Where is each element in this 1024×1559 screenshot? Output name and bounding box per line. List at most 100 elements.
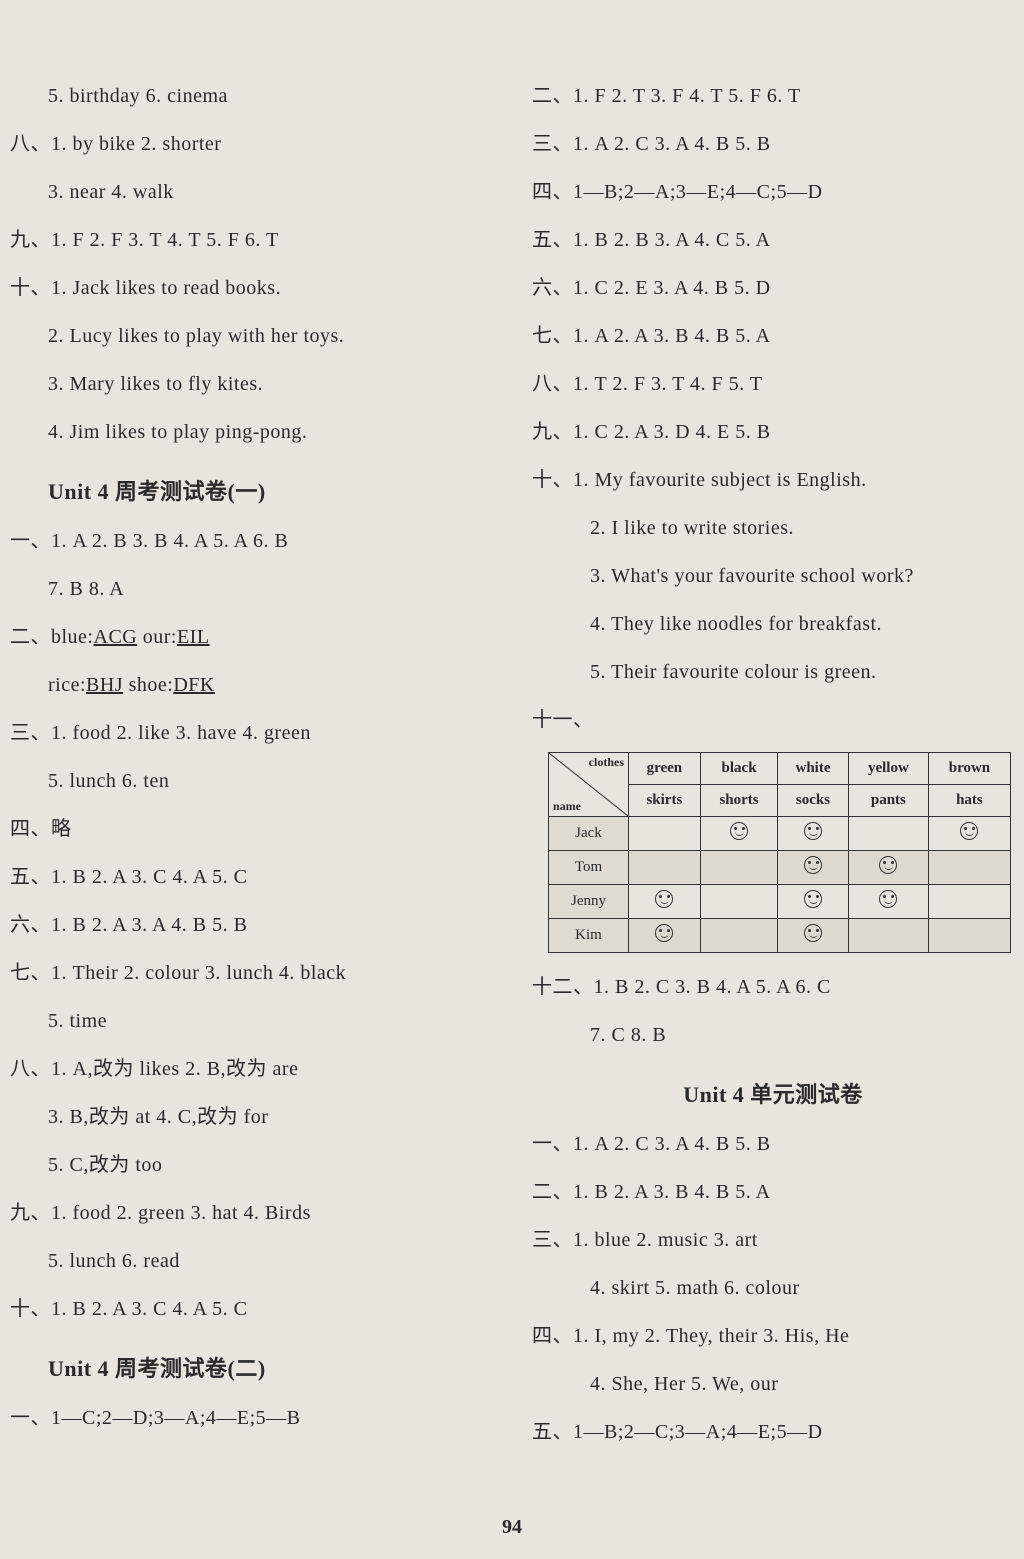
answer-line: 六、1. C 2. E 3. A 4. B 5. D xyxy=(532,272,1014,304)
section-title: Unit 4 周考测试卷(一) xyxy=(10,474,492,509)
table-row: Kim xyxy=(549,919,1011,953)
answer-line: 5. time xyxy=(10,1005,492,1037)
table-cell xyxy=(700,851,778,885)
table-row: Jenny xyxy=(549,885,1011,919)
answer-line: 5. birthday 6. cinema xyxy=(10,80,492,112)
answer-line: 八、1. A,改为 likes 2. B,改为 are xyxy=(10,1053,492,1085)
underlined-text: EIL xyxy=(177,626,210,648)
text: our: xyxy=(137,626,177,648)
table-cell xyxy=(848,851,929,885)
table-col-header: brown xyxy=(929,753,1011,785)
answer-line: 二、1. B 2. A 3. B 4. B 5. A xyxy=(532,1176,1014,1208)
answer-line: 4. skirt 5. math 6. colour xyxy=(532,1272,1014,1304)
answer-line: rice:BHJ shoe:DFK xyxy=(10,669,492,701)
table-cell xyxy=(700,919,778,953)
answer-line: 六、1. B 2. A 3. A 4. B 5. B xyxy=(10,909,492,941)
answer-line: 5. lunch 6. ten xyxy=(10,765,492,797)
smile-icon xyxy=(804,890,822,908)
page-number: 94 xyxy=(502,1516,522,1539)
table-cell xyxy=(929,817,1011,851)
answer-line: 七、1. Their 2. colour 3. lunch 4. black xyxy=(10,957,492,989)
text: shoe: xyxy=(123,674,173,696)
answer-line: 5. C,改为 too xyxy=(10,1149,492,1181)
answer-line: 十、1. Jack likes to read books. xyxy=(10,272,492,304)
table-col-header: socks xyxy=(778,785,848,817)
answer-line: 十、1. My favourite subject is English. xyxy=(532,464,1014,496)
table-cell xyxy=(629,919,701,953)
smile-icon xyxy=(960,822,978,840)
clothes-table: clothes name green black white yellow br… xyxy=(548,752,1011,953)
table-cell xyxy=(629,885,701,919)
table-cell xyxy=(700,817,778,851)
table-row-name: Jack xyxy=(549,817,629,851)
underlined-text: BHJ xyxy=(86,674,123,696)
answer-line: 一、1. A 2. C 3. A 4. B 5. B xyxy=(532,1128,1014,1160)
answer-line: 7. C 8. B xyxy=(532,1019,1014,1051)
smile-icon xyxy=(730,822,748,840)
smile-icon xyxy=(655,924,673,942)
underlined-text: DFK xyxy=(173,674,215,696)
table-cell xyxy=(929,851,1011,885)
table-col-header: skirts xyxy=(629,785,701,817)
table-col-header: white xyxy=(778,753,848,785)
answer-line: 3. Mary likes to fly kites. xyxy=(10,368,492,400)
table-col-header: yellow xyxy=(848,753,929,785)
table-row: Jack xyxy=(549,817,1011,851)
answer-line: 二、blue:ACG our:EIL xyxy=(10,621,492,653)
smile-icon xyxy=(879,856,897,874)
smile-icon xyxy=(804,856,822,874)
answer-line: 四、1—B;2—A;3—E;4—C;5—D xyxy=(532,176,1014,208)
answer-line: 四、1. I, my 2. They, their 3. His, He xyxy=(532,1320,1014,1352)
table-cell xyxy=(778,919,848,953)
table-cell xyxy=(629,851,701,885)
table-row-name: Kim xyxy=(549,919,629,953)
answer-line: 十、1. B 2. A 3. C 4. A 5. C xyxy=(10,1293,492,1325)
answer-line: 五、1. B 2. A 3. C 4. A 5. C xyxy=(10,861,492,893)
table-row-name: Tom xyxy=(549,851,629,885)
answer-line: 九、1. F 2. F 3. T 4. T 5. F 6. T xyxy=(10,224,492,256)
answer-line: 3. What's your favourite school work? xyxy=(532,560,1014,592)
table-header-row: clothes name green black white yellow br… xyxy=(549,753,1011,785)
answer-line: 5. lunch 6. read xyxy=(10,1245,492,1277)
table-cell xyxy=(629,817,701,851)
smile-icon xyxy=(655,890,673,908)
table-col-header: black xyxy=(700,753,778,785)
diag-top-label: clothes xyxy=(589,755,624,770)
table-cell xyxy=(778,851,848,885)
table-cell xyxy=(848,919,929,953)
smile-icon xyxy=(879,890,897,908)
answer-line: 4. They like noodles for breakfast. xyxy=(532,608,1014,640)
text: 二、blue: xyxy=(10,626,94,648)
table-cell xyxy=(929,919,1011,953)
diag-bottom-label: name xyxy=(553,799,581,814)
section-title: Unit 4 周考测试卷(二) xyxy=(10,1351,492,1386)
table-diag-header: clothes name xyxy=(549,753,629,817)
section-title: Unit 4 单元测试卷 xyxy=(532,1077,1014,1112)
answer-line: 5. Their favourite colour is green. xyxy=(532,656,1014,688)
smile-icon xyxy=(804,924,822,942)
answer-line: 十一、 xyxy=(532,704,1014,736)
underlined-text: ACG xyxy=(94,626,138,648)
table-row: Tom xyxy=(549,851,1011,885)
answer-line: 7. B 8. A xyxy=(10,573,492,605)
answer-line: 四、略 xyxy=(10,813,492,845)
table-col-header: pants xyxy=(848,785,929,817)
answer-line: 2. Lucy likes to play with her toys. xyxy=(10,320,492,352)
table-cell xyxy=(848,817,929,851)
table-cell xyxy=(778,885,848,919)
table-cell xyxy=(848,885,929,919)
answer-line: 二、1. F 2. T 3. F 4. T 5. F 6. T xyxy=(532,80,1014,112)
right-column: 二、1. F 2. T 3. F 4. T 5. F 6. T 三、1. A 2… xyxy=(532,80,1014,1464)
answer-line: 4. She, Her 5. We, our xyxy=(532,1368,1014,1400)
answer-line: 五、1. B 2. B 3. A 4. C 5. A xyxy=(532,224,1014,256)
answer-line: 八、1. by bike 2. shorter xyxy=(10,128,492,160)
answer-line: 4. Jim likes to play ping-pong. xyxy=(10,416,492,448)
answer-line: 一、1—C;2—D;3—A;4—E;5—B xyxy=(10,1402,492,1434)
answer-line: 一、1. A 2. B 3. B 4. A 5. A 6. B xyxy=(10,525,492,557)
table-row-name: Jenny xyxy=(549,885,629,919)
page: 5. birthday 6. cinema 八、1. by bike 2. sh… xyxy=(10,80,1014,1464)
smile-icon xyxy=(804,822,822,840)
answer-line: 七、1. A 2. A 3. B 4. B 5. A xyxy=(532,320,1014,352)
answer-line: 3. near 4. walk xyxy=(10,176,492,208)
answer-line: 三、1. A 2. C 3. A 4. B 5. B xyxy=(532,128,1014,160)
